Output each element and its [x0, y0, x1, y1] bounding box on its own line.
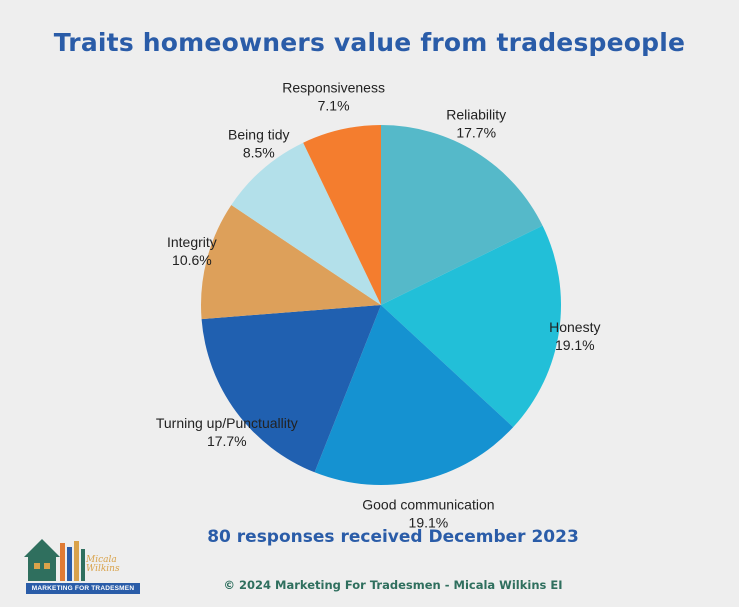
- pie-label-name: Being tidy: [228, 126, 289, 142]
- pie-slice-responsiveness: [303, 125, 381, 305]
- pie-slice-integrity: [201, 205, 381, 320]
- copyright-footer: © 2024 Marketing For Tradesmen - Micala …: [223, 578, 563, 592]
- pie-label: Honesty 19.1%: [549, 319, 600, 353]
- pie-slice-honesty: [381, 225, 561, 428]
- pie-label-value: 7.1%: [318, 97, 350, 113]
- pie-label-value: 10.6%: [172, 252, 212, 268]
- pie-label-value: 17.7%: [207, 433, 247, 449]
- company-logo-icon: [24, 539, 85, 581]
- chart-title: Traits homeowners value from tradespeopl…: [53, 28, 686, 57]
- pie-label: Turning up/Punctuallity 17.7%: [156, 415, 298, 449]
- pie-label-value: 17.7%: [456, 124, 496, 140]
- pie-slices: [201, 125, 561, 486]
- pie-label: Integrity 10.6%: [167, 234, 217, 268]
- pie-slice-reliability: [381, 125, 543, 305]
- pie-labels: Reliability 17.7%Honesty 19.1%Good communi…: [156, 79, 601, 530]
- pie-label: Reliability 17.7%: [446, 106, 506, 140]
- pie-label: Responsiveness 7.1%: [282, 79, 385, 113]
- chart-subtitle: 80 responses received December 2023: [207, 527, 579, 547]
- pie-slice-turning-up-punctuallity: [201, 305, 381, 473]
- pie-label-name: Integrity: [167, 234, 217, 250]
- pie-label-value: 19.1%: [409, 515, 449, 531]
- pie-label-name: Reliability: [446, 106, 506, 122]
- pie-label-name: Honesty: [549, 319, 600, 335]
- pie-label-value: 19.1%: [555, 337, 595, 353]
- pie-label-value: 8.5%: [243, 144, 275, 160]
- pie-slice-being-tidy: [231, 142, 381, 305]
- pie-label-name: Responsiveness: [282, 79, 385, 95]
- pie-label: Being tidy 8.5%: [228, 126, 289, 160]
- logo-name: Micala Wilkins: [86, 555, 120, 574]
- pie-label: Good communication 19.1%: [362, 497, 494, 531]
- pie-slice-good-communication: [314, 305, 514, 486]
- logo-tagline: MARKETING FOR TRADESMEN: [26, 583, 140, 594]
- pie-label-name: Turning up/Punctuallity: [156, 415, 298, 431]
- pie-label-name: Good communication: [362, 497, 494, 513]
